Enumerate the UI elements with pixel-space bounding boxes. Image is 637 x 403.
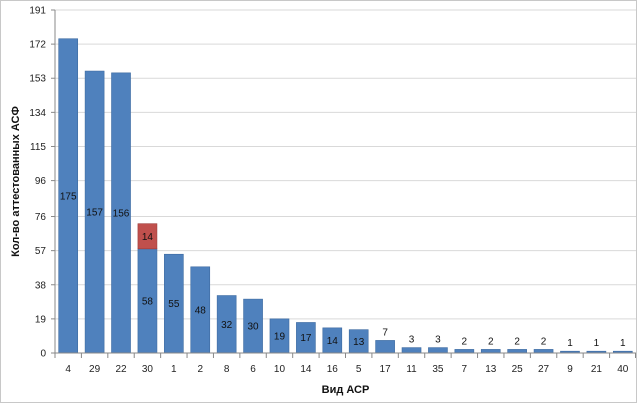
bar-value-label: 2 [462,336,468,347]
bar-segment [480,349,501,354]
y-tick-label: 153 [29,74,46,85]
bar-segment [375,340,395,354]
x-tick-label: 7 [462,364,468,375]
bar-segment [401,347,422,354]
x-tick-label: 16 [327,364,339,375]
x-tick-label: 22 [115,364,127,375]
x-tick-label: 17 [380,364,392,375]
bar-value-label: 156 [113,208,130,219]
x-tick-label: 25 [512,364,524,375]
bar-value-label: 2 [514,336,520,347]
bar-value-label: 3 [435,335,441,346]
x-tick-label: 27 [538,364,550,375]
bar-segment [428,347,448,354]
y-tick-label: 172 [29,40,46,51]
bar-value-label: 32 [221,320,233,331]
x-axis-title: Вид АСР [322,384,370,396]
y-tick-label: 76 [35,212,47,223]
x-tick-label: 10 [274,364,286,375]
x-tick-label: 13 [485,364,497,375]
bar-value-label: 175 [60,191,77,202]
y-axis-title: Кол-во аттестованных АСФ [10,106,22,257]
bar-value-label: 55 [168,299,180,310]
x-tick-label: 29 [89,364,101,375]
bar-value-label: 30 [248,322,260,333]
x-tick-label: 5 [356,364,362,375]
bar-value-label: 13 [353,337,365,348]
bar-value-label: 157 [86,208,103,219]
y-tick-label: 57 [35,246,47,257]
x-tick-label: 30 [142,364,154,375]
y-tick-label: 0 [40,349,46,360]
bar-value-label: 2 [488,336,494,347]
y-tick-label: 115 [30,142,46,153]
y-tick-label: 19 [35,314,47,325]
bar-value-label: 3 [409,335,415,346]
bar-segment [507,349,527,354]
bar-value-label: 19 [274,331,286,342]
y-tick-label: 134 [29,108,46,119]
y-tick-label: 96 [35,176,47,187]
bar-value-label: 1 [620,338,626,349]
y-axis-ticks: 0 19 38 57 76 96 115 134 153 172 191 [29,6,55,360]
bar-segment [533,349,554,354]
bar-value-label: 1 [567,338,573,349]
x-tick-label: 6 [250,364,256,375]
x-tick-label: 9 [567,364,573,375]
x-tick-label: 14 [300,364,312,375]
x-tick-label: 8 [224,364,230,375]
x-axis-ticks: 4 29 22 30 1 2 8 6 10 14 16 5 17 11 35 7 13 25 27 9 21 40 [54,353,636,375]
bar-segment [137,223,158,250]
bar-value-label: 48 [195,305,207,316]
x-tick-label: 1 [171,364,177,375]
bar-value-label: 14 [327,336,339,347]
x-tick-label: 4 [65,364,71,375]
x-tick-label: 40 [617,364,629,375]
x-tick-label: 11 [406,364,417,375]
bar-value-label: 14 [142,232,154,243]
bar-value-label: 2 [541,336,547,347]
bar-value-label: 17 [300,333,312,344]
x-tick-label: 21 [591,364,603,375]
x-tick-label: 35 [432,364,444,375]
bar-segment [454,349,475,354]
bar-value-label: 58 [142,296,154,307]
bar-value-label: 1 [594,338,600,349]
x-tick-label: 2 [197,364,203,375]
y-tick-label: 38 [35,280,47,291]
bar-value-label: 7 [382,327,388,338]
y-tick-label: 191 [29,6,46,17]
